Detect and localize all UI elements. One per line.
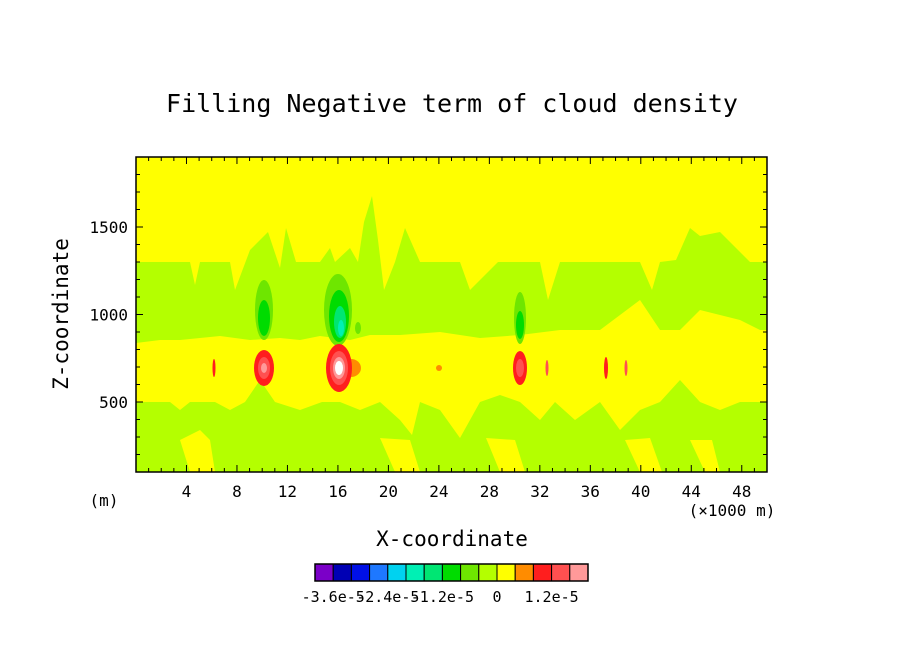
x-tick-label: 20 xyxy=(379,482,398,501)
y-tick-label: 1000 xyxy=(89,306,128,325)
x-tick-label: 28 xyxy=(480,482,499,501)
x-tick-label: 24 xyxy=(429,482,448,501)
colorbar-swatch xyxy=(532,563,553,582)
contour-gap-yellow xyxy=(486,438,525,472)
y-axis: 500 1000 1500 xyxy=(89,174,767,455)
positive-core xyxy=(335,361,343,375)
x-tick-label: 44 xyxy=(682,482,701,501)
contour-gap-yellow xyxy=(180,430,215,472)
colorbar-swatch xyxy=(332,563,352,582)
y-tick-label: 1500 xyxy=(89,218,128,237)
positive-core xyxy=(545,360,549,376)
colorbar-swatch xyxy=(460,563,480,582)
contour-gap-yellow xyxy=(380,438,420,472)
positive-core xyxy=(212,359,216,377)
x-tick-label: 12 xyxy=(278,482,297,501)
x-tick-label: 16 xyxy=(328,482,347,501)
colorbar-swatch xyxy=(478,563,498,582)
x-axis: 4 8 12 16 20 24 28 32 36 40 44 48 xyxy=(148,157,755,501)
positive-core xyxy=(436,365,442,371)
x-tick-label: 36 xyxy=(581,482,600,501)
colorbar-label: 0 xyxy=(492,588,501,606)
colorbar-swatch xyxy=(405,563,425,582)
negative-core xyxy=(516,311,524,339)
negative-core xyxy=(258,300,270,336)
contour-band-lime xyxy=(136,196,767,343)
colorbar-swatch xyxy=(514,563,534,582)
colorbar-swatch xyxy=(551,563,571,582)
colorbar-swatch xyxy=(387,563,407,582)
colorbar-label: -2.4e-5 xyxy=(356,588,419,606)
positive-core xyxy=(604,357,608,379)
x-tick-label: 32 xyxy=(530,482,549,501)
colorbar-swatch xyxy=(350,563,371,582)
colorbar: -3.6e-5-2.4e-5-1.2e-5 0 1.2e-5 xyxy=(302,563,589,606)
colorbar-swatch xyxy=(314,563,334,582)
contour-band-lime-lower xyxy=(136,380,767,472)
x-unit-left-label: (m) xyxy=(90,491,119,510)
y-tick-label: 500 xyxy=(99,393,128,412)
colorbar-swatch xyxy=(423,563,443,582)
positive-core xyxy=(624,360,628,376)
negative-core xyxy=(355,322,361,334)
colorbar-frame xyxy=(314,563,589,582)
negative-core xyxy=(338,320,344,336)
positive-core xyxy=(261,363,267,373)
x-tick-label: 48 xyxy=(732,482,751,501)
x-axis-title: X-coordinate xyxy=(376,527,528,551)
plot-area xyxy=(136,157,767,472)
colorbar-label: -3.6e-5 xyxy=(302,588,365,606)
colorbar-swatch xyxy=(369,563,389,582)
colorbar-label: 1.2e-5 xyxy=(525,588,579,606)
colorbar-swatch xyxy=(569,563,589,582)
x-tick-label: 4 xyxy=(182,482,192,501)
colorbar-swatch xyxy=(441,563,462,582)
x-unit-right-label: (×1000 m) xyxy=(689,501,776,520)
x-tick-label: 8 xyxy=(232,482,242,501)
positive-core xyxy=(516,359,524,377)
contour-gap-yellow xyxy=(625,438,662,472)
y-axis-title: Z-coordinate xyxy=(49,238,73,390)
colorbar-label: -1.2e-5 xyxy=(411,588,474,606)
x-tick-label: 40 xyxy=(631,482,650,501)
chart-title: Filling Negative term of cloud density xyxy=(166,89,738,118)
contour-gap-yellow xyxy=(690,440,720,472)
colorbar-swatch xyxy=(496,563,516,582)
